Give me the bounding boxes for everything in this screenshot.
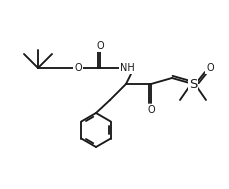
Text: O: O [206,63,214,73]
Text: O: O [147,105,155,115]
Text: S: S [189,77,197,91]
Text: NH: NH [120,63,134,73]
Text: O: O [96,41,104,51]
Text: O: O [74,63,82,73]
